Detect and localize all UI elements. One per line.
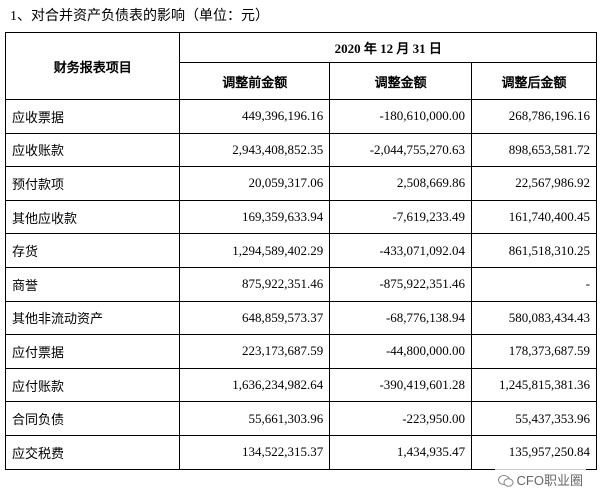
amount-cell: 898,653,581.72 bbox=[471, 132, 597, 168]
table-row: 其他应收款 169,359,633.94 -7,619,233.49 161,740,… bbox=[4, 199, 597, 235]
amount-cell: 861,518,310.25 bbox=[471, 233, 597, 268]
table-row: 应收账款 2,943,408,852.35 -2,044,755,270.63 898… bbox=[4, 132, 597, 168]
item-name: 存货 bbox=[4, 233, 181, 268]
amount-cell: 55,661,303.96 bbox=[179, 401, 331, 436]
item-name: 其他应收款 bbox=[4, 199, 181, 235]
item-name: 应付票据 bbox=[4, 334, 181, 369]
amount-cell: 223,173,687.59 bbox=[179, 334, 331, 369]
amount-cell: 648,859,573.37 bbox=[179, 300, 331, 336]
amount-cell: 134,522,315.37 bbox=[179, 434, 331, 470]
amount-cell: -180,610,000.00 bbox=[329, 99, 473, 134]
amount-cell: 20,059,317.06 bbox=[179, 166, 331, 201]
amount-cell: 268,786,196.16 bbox=[471, 99, 597, 134]
amount-cell: -390,419,601.28 bbox=[329, 367, 473, 403]
item-name: 应收票据 bbox=[4, 99, 181, 134]
table-row: 应付票据 223,173,687.59 -44,800,000.00 178,373,… bbox=[4, 334, 597, 369]
row-header: 财务报表项目 bbox=[4, 32, 181, 100]
amount-cell: 449,396,196.16 bbox=[179, 99, 331, 134]
item-name: 应收账款 bbox=[4, 132, 181, 168]
amount-cell: 55,437,353.96 bbox=[471, 401, 597, 436]
column-header: 调整后金额 bbox=[471, 62, 597, 100]
amount-cell: - bbox=[471, 266, 597, 302]
amount-cell: 2,508,669.86 bbox=[329, 166, 473, 201]
amount-cell: 1,245,815,381.36 bbox=[471, 367, 597, 403]
item-name: 预付款项 bbox=[4, 166, 181, 201]
table-row: 存货 1,294,589,402.29 -433,071,092.04 861,518… bbox=[4, 233, 597, 268]
table-row: 商誉 875,922,351.46 -875,922,351.46- bbox=[4, 266, 597, 302]
amount-cell: 1,636,234,982.64 bbox=[179, 367, 331, 403]
table-row: 应交税费 134,522,315.37 1,434,935.47 135,957,25… bbox=[4, 434, 597, 470]
table-row: 应收票据 449,396,196.16 -180,610,000.00 268,786… bbox=[4, 99, 597, 134]
table-head: 财务报表项目 2020 年 12 月 31 日 调整前金额 调整金额 调整后金额 bbox=[4, 32, 597, 100]
title: 1、对合并资产负债表的影响（单位：元） bbox=[10, 9, 269, 24]
table-row: 预付款项 20,059,317.06 2,508,669.86 22,567,986.… bbox=[4, 166, 597, 201]
amount-cell: 2,943,408,852.35 bbox=[179, 132, 331, 168]
column-header: 调整前金额 bbox=[179, 62, 331, 100]
amount-cell: -44,800,000.00 bbox=[329, 334, 473, 369]
amount-cell: -7,619,233.49 bbox=[329, 199, 473, 235]
item-name: 应交税费 bbox=[4, 434, 181, 470]
table: 财务报表项目 2020 年 12 月 31 日 调整前金额 调整金额 调整后金额 应… bbox=[4, 32, 597, 470]
item-name: 合同负债 bbox=[4, 401, 181, 436]
watermark: CFO职业圈 bbox=[494, 469, 586, 490]
item-name: 其他非流动资产 bbox=[4, 300, 181, 336]
watermark-icon bbox=[497, 475, 514, 487]
table-row: 其他非流动资产 648,859,573.37 -68,776,138.94 580,0… bbox=[4, 300, 597, 336]
amount-cell: 178,373,687.59 bbox=[471, 334, 597, 369]
amount-cell: -223,950.00 bbox=[329, 401, 473, 436]
amount-cell: -68,776,138.94 bbox=[329, 300, 473, 336]
item-name: 应付账款 bbox=[4, 367, 181, 403]
header-row: 财务报表项目 2020 年 12 月 31 日 bbox=[4, 32, 597, 100]
amount-cell: 1,434,935.47 bbox=[329, 434, 473, 470]
amount-cell: 875,922,351.46 bbox=[179, 266, 331, 302]
column-header: 调整金额 bbox=[329, 62, 473, 100]
watermark-text: CFO职业圈 bbox=[516, 473, 583, 488]
amount-cell: 161,740,400.45 bbox=[471, 199, 597, 235]
table-row: 应付账款 1,636,234,982.64 -390,419,601.28 1,245… bbox=[4, 367, 597, 403]
table-row: 合同负债 55,661,303.96 -223,950.00 55,437,353.9… bbox=[4, 401, 597, 436]
amount-cell: 135,957,250.84 bbox=[471, 434, 597, 470]
table-body: 应收票据 449,396,196.16 -180,610,000.00 268,786… bbox=[4, 99, 597, 470]
amount-cell: 22,567,986.92 bbox=[471, 166, 597, 201]
amount-cell: -433,071,092.04 bbox=[329, 233, 473, 268]
item-name: 商誉 bbox=[4, 266, 181, 302]
amount-cell: 580,083,434.43 bbox=[471, 300, 597, 336]
group-header: 2020 年 12 月 31 日 bbox=[179, 32, 597, 63]
amount-cell: -2,044,755,270.63 bbox=[329, 132, 473, 168]
amount-cell: -875,922,351.46 bbox=[329, 266, 473, 302]
amount-cell: 1,294,589,402.29 bbox=[179, 233, 331, 268]
header-row: 调整前金额 调整金额 调整后金额 bbox=[6, 62, 597, 100]
amount-cell: 169,359,633.94 bbox=[179, 199, 331, 235]
